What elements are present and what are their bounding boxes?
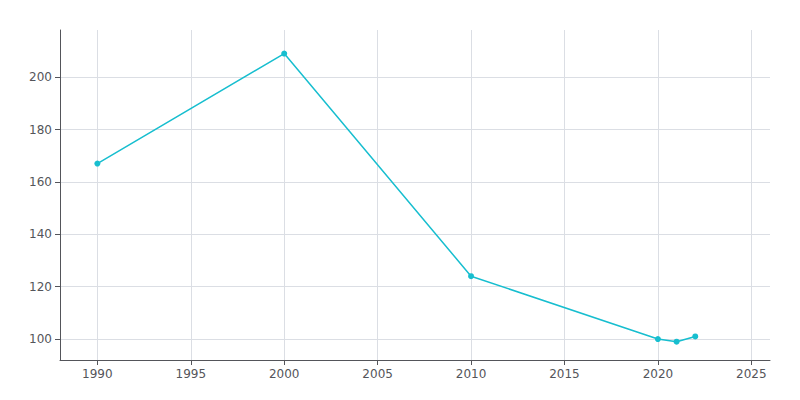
svg-text:140: 140 <box>29 227 52 241</box>
svg-text:200: 200 <box>29 70 52 84</box>
svg-text:2000: 2000 <box>269 367 300 381</box>
svg-text:2010: 2010 <box>456 367 487 381</box>
svg-text:160: 160 <box>29 175 52 189</box>
svg-text:120: 120 <box>29 280 52 294</box>
svg-text:2025: 2025 <box>736 367 767 381</box>
svg-text:2005: 2005 <box>362 367 393 381</box>
svg-text:1990: 1990 <box>82 367 113 381</box>
svg-text:2015: 2015 <box>549 367 580 381</box>
svg-text:100: 100 <box>29 332 52 346</box>
svg-text:180: 180 <box>29 123 52 137</box>
svg-text:2020: 2020 <box>643 367 674 381</box>
svg-text:1995: 1995 <box>176 367 207 381</box>
